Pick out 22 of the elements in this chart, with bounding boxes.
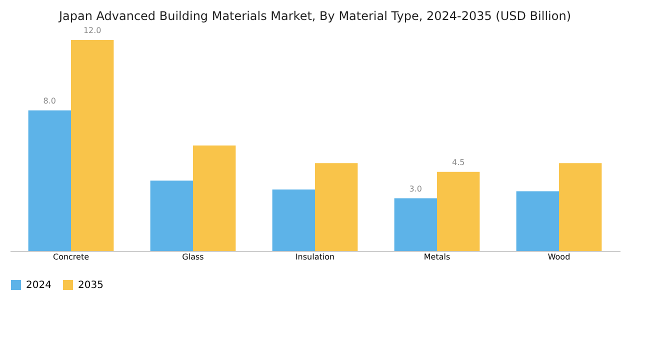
chart-title: Japan Advanced Building Materials Market, By Material Type, 2024-2035 (USD Billion) <box>58 9 572 23</box>
bar <box>437 172 480 251</box>
data-label: 3.0 <box>409 184 422 194</box>
legend-label: 2035 <box>78 280 104 291</box>
bar <box>315 163 358 251</box>
bar <box>28 110 71 251</box>
x-tick-label: Concrete <box>52 252 90 262</box>
x-tick-label: Insulation <box>295 252 335 262</box>
x-tick-label: Metals <box>424 252 450 262</box>
bar <box>71 40 114 251</box>
bar <box>150 180 193 251</box>
bar <box>193 146 236 251</box>
x-tick-label: Glass <box>182 252 204 262</box>
bar <box>394 198 437 251</box>
bar <box>272 189 315 251</box>
x-tick-label: Wood <box>548 252 570 262</box>
bar <box>516 191 559 251</box>
bar <box>559 163 602 251</box>
data-label: 4.5 <box>452 158 465 167</box>
data-label: 8.0 <box>43 96 56 106</box>
data-label: 12.0 <box>83 26 102 35</box>
legend-label: 2024 <box>26 280 52 291</box>
